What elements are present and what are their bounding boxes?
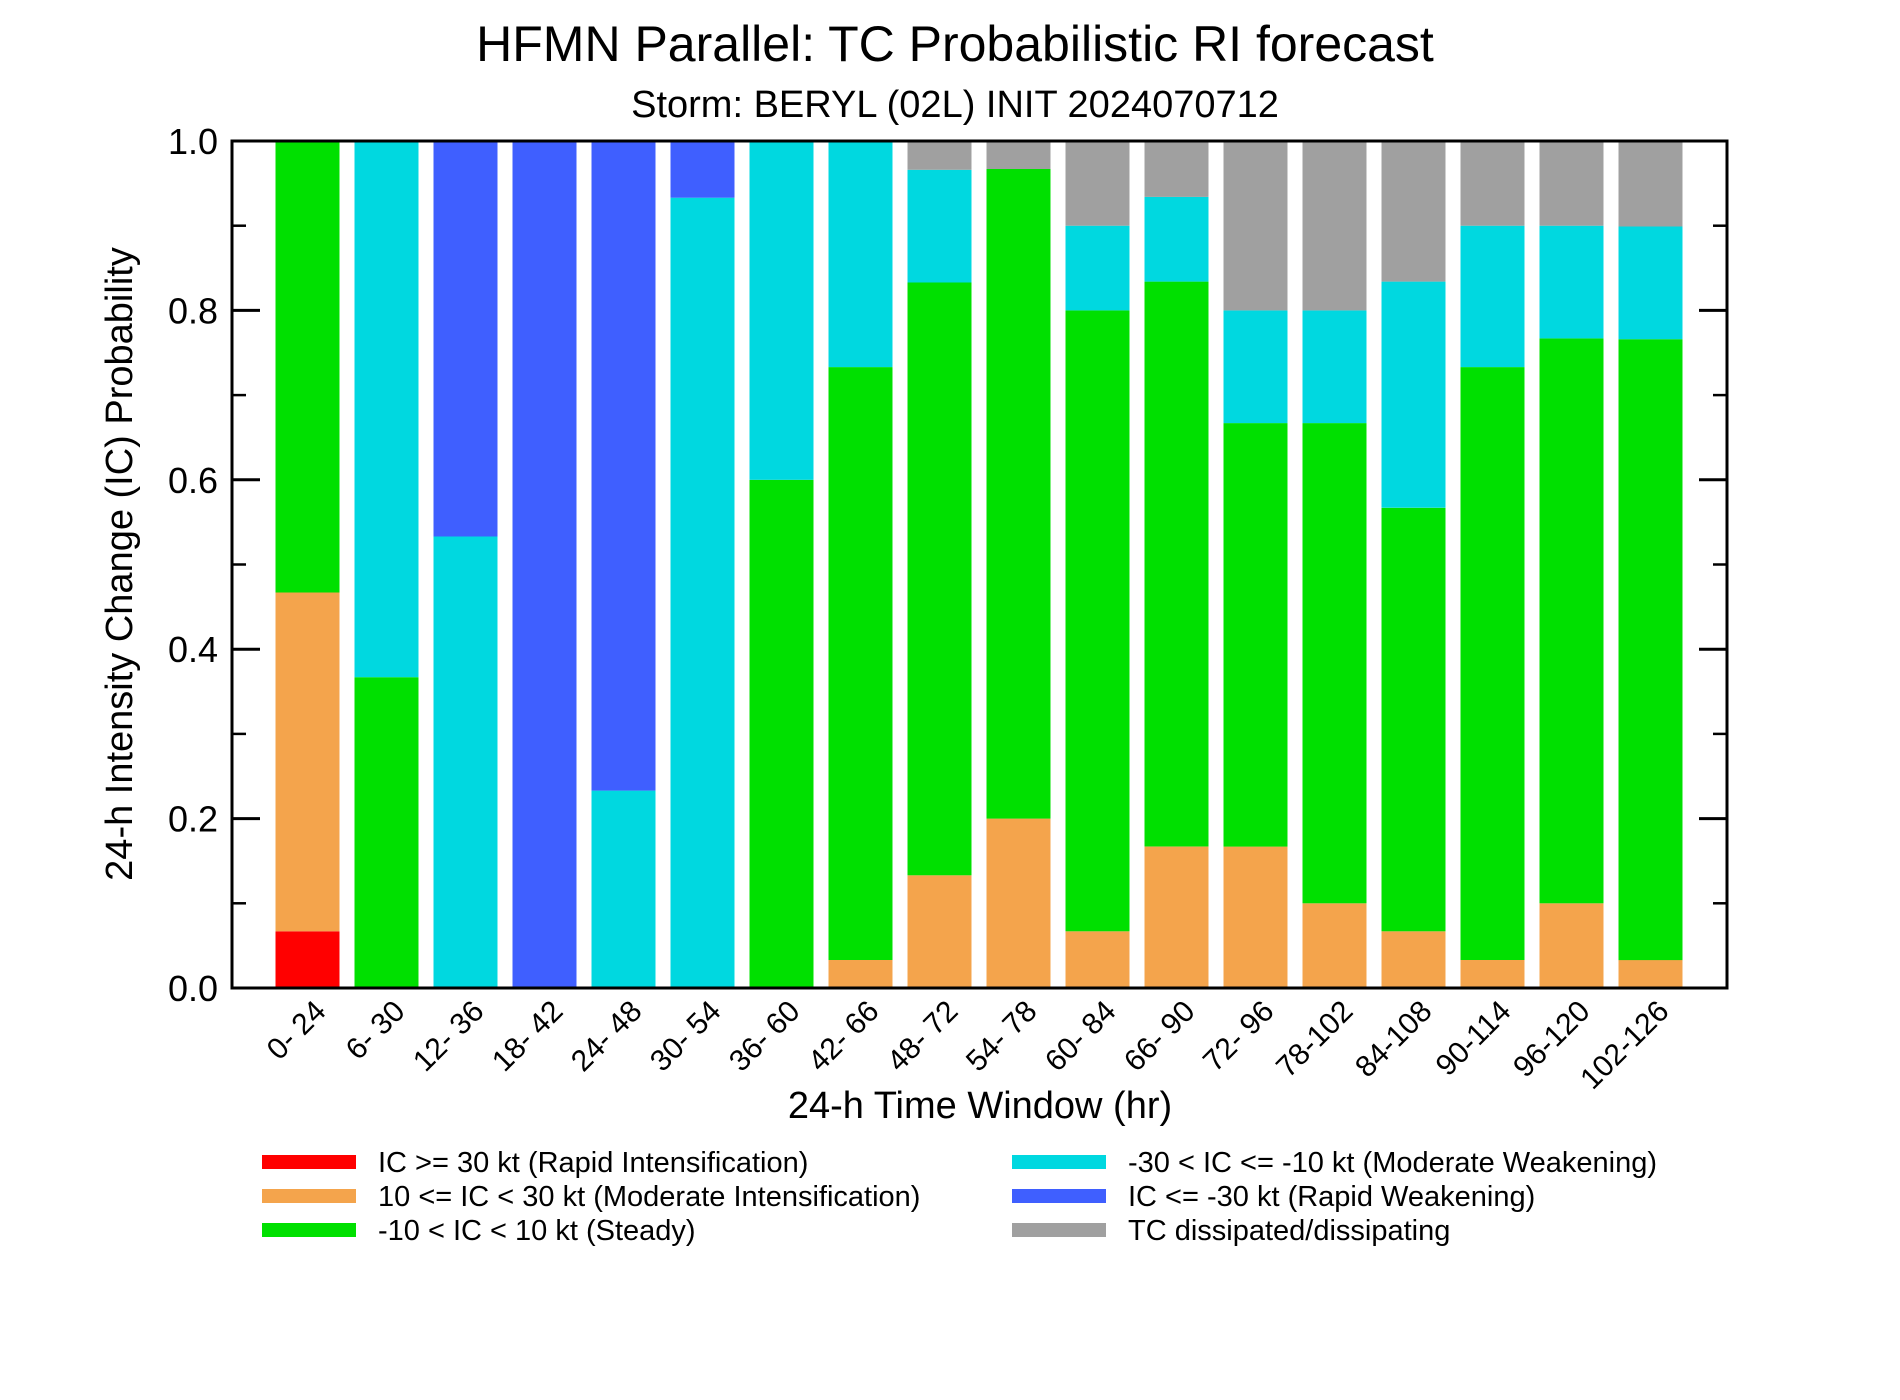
chart-subtitle: Storm: BERYL (02L) INIT 2024070712 — [631, 84, 1279, 126]
legend-swatch-0 — [262, 1155, 356, 1169]
bar-segment-9-2 — [986, 169, 1051, 819]
bar-segment-7-2 — [828, 367, 893, 961]
bar-segment-17-1 — [1618, 960, 1683, 988]
bar-segment-9-5 — [986, 141, 1051, 169]
x-tick-label: 54- 78 — [960, 995, 1043, 1078]
bar-segment-14-3 — [1381, 281, 1446, 508]
y-tick-label: 1.0 — [168, 121, 218, 162]
x-tick-label: 42- 66 — [802, 995, 885, 1078]
bar-segment-4-4 — [591, 141, 656, 791]
bar-segment-15-3 — [1460, 225, 1525, 368]
bar-segment-13-1 — [1302, 903, 1367, 988]
x-tick-label: 30- 54 — [644, 995, 727, 1078]
bar-segment-5-3 — [670, 197, 735, 988]
x-tick-label: 102-126 — [1574, 995, 1675, 1096]
x-tick-label: 36- 60 — [723, 995, 806, 1078]
bar-segment-17-5 — [1618, 141, 1683, 227]
bar-segment-4-3 — [591, 790, 656, 988]
bar-segment-12-1 — [1223, 846, 1288, 988]
y-tick-label: 0.4 — [168, 629, 218, 670]
bar-segment-13-3 — [1302, 310, 1367, 424]
y-axis-title: 24-h Intensity Change (IC) Probability — [99, 247, 141, 881]
legend-swatch-2 — [262, 1223, 356, 1237]
bar-segment-0-0 — [275, 931, 340, 988]
chart-title: HFMN Parallel: TC Probabilistic RI forec… — [476, 16, 1434, 72]
bar-segment-2-3 — [433, 536, 498, 988]
bars-layer — [275, 141, 1683, 988]
legend: IC >= 30 kt (Rapid Intensification)10 <=… — [262, 1147, 1657, 1247]
x-tick-label: 24- 48 — [565, 995, 648, 1078]
bar-segment-0-2 — [275, 141, 340, 593]
plot-frame — [230, 139, 1729, 990]
bar-segment-7-1 — [828, 960, 893, 988]
bar-segment-1-3 — [354, 141, 419, 678]
bar-segment-13-5 — [1302, 141, 1367, 311]
bar-segment-14-1 — [1381, 931, 1446, 988]
x-tick-label: 72- 96 — [1197, 995, 1280, 1078]
bar-segment-8-1 — [907, 875, 972, 988]
legend-label-2: -10 < IC < 10 kt (Steady) — [378, 1215, 696, 1247]
bar-segment-8-3 — [907, 169, 972, 283]
legend-label-3: -30 < IC <= -10 kt (Moderate Weakening) — [1128, 1147, 1657, 1179]
bar-segment-10-5 — [1065, 141, 1130, 226]
bar-segment-6-3 — [749, 141, 814, 480]
bar-segment-16-5 — [1539, 141, 1604, 226]
x-tick-label: 60- 84 — [1039, 995, 1122, 1078]
legend-swatch-1 — [262, 1189, 356, 1203]
bar-segment-9-1 — [986, 818, 1051, 988]
bar-segment-12-3 — [1223, 310, 1288, 424]
bar-segment-10-2 — [1065, 310, 1130, 932]
bar-segment-2-4 — [433, 141, 498, 537]
x-tick-label: 0- 24 — [261, 995, 333, 1067]
bar-segment-16-2 — [1539, 338, 1604, 904]
legend-label-5: TC dissipated/dissipating — [1128, 1215, 1450, 1247]
bar-segment-16-1 — [1539, 903, 1604, 988]
bar-segment-17-2 — [1618, 339, 1683, 961]
bar-segment-11-1 — [1144, 846, 1209, 988]
bar-segment-12-2 — [1223, 423, 1288, 847]
y-tick-label: 0.8 — [168, 290, 218, 331]
bar-segment-13-2 — [1302, 423, 1367, 904]
bar-segment-17-3 — [1618, 226, 1683, 340]
y-tick-label: 0.2 — [168, 799, 218, 840]
legend-label-4: IC <= -30 kt (Rapid Weakening) — [1128, 1181, 1535, 1213]
bar-segment-11-3 — [1144, 196, 1209, 282]
bar-segment-14-5 — [1381, 141, 1446, 282]
bar-segment-14-2 — [1381, 507, 1446, 932]
bar-segment-15-1 — [1460, 960, 1525, 988]
legend-swatch-4 — [1012, 1189, 1106, 1203]
bar-segment-6-2 — [749, 479, 814, 988]
legend-label-0: IC >= 30 kt (Rapid Intensification) — [378, 1147, 808, 1179]
legend-swatch-3 — [1012, 1155, 1106, 1169]
x-tick-label: 12- 36 — [407, 995, 490, 1078]
x-tick-label: 84-108 — [1349, 995, 1438, 1084]
x-tick-label: 48- 72 — [881, 995, 964, 1078]
bar-segment-7-3 — [828, 141, 893, 368]
legend-label-1: 10 <= IC < 30 kt (Moderate Intensificati… — [378, 1181, 920, 1213]
bar-segment-8-2 — [907, 282, 972, 876]
y-tick-label: 0.6 — [168, 460, 218, 501]
x-tick-label: 18- 42 — [486, 995, 569, 1078]
bar-segment-8-5 — [907, 141, 972, 170]
legend-swatch-5 — [1012, 1223, 1106, 1237]
bar-segment-12-5 — [1223, 141, 1288, 311]
x-tick-label: 78-102 — [1270, 995, 1359, 1084]
bar-segment-11-2 — [1144, 281, 1209, 847]
bar-segment-0-1 — [275, 592, 340, 932]
x-tick-label: 66- 90 — [1118, 995, 1201, 1078]
bar-segment-15-5 — [1460, 141, 1525, 226]
x-axis-title: 24-h Time Window (hr) — [788, 1085, 1172, 1127]
x-tick-label: 6- 30 — [340, 995, 412, 1067]
bar-segment-3-4 — [512, 141, 577, 988]
bar-segment-1-2 — [354, 677, 419, 988]
bar-segment-11-5 — [1144, 141, 1209, 197]
bar-segment-10-1 — [1065, 931, 1130, 988]
bar-segment-10-3 — [1065, 225, 1130, 311]
bar-segment-15-2 — [1460, 367, 1525, 961]
x-tick-label: 90-114 — [1430, 995, 1518, 1083]
bar-segment-16-3 — [1539, 225, 1604, 339]
y-tick-label: 0.0 — [168, 968, 218, 1009]
bar-segment-5-4 — [670, 141, 735, 198]
